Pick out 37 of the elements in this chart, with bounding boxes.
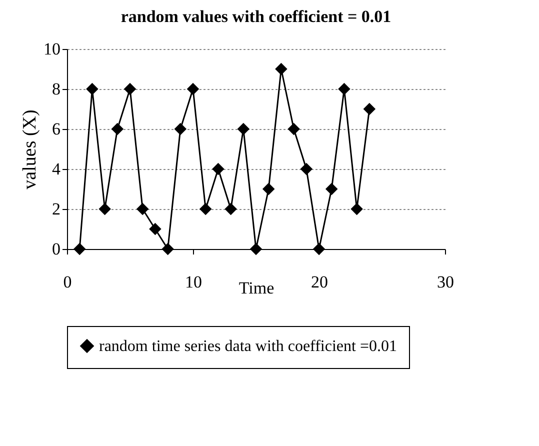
- point: [124, 82, 136, 96]
- point: [288, 122, 300, 136]
- y-tick-label: 2: [52, 200, 60, 218]
- point: [149, 222, 162, 236]
- point: [199, 202, 212, 216]
- y-axis-title: values (X): [20, 110, 40, 190]
- y-tick-label: 8: [52, 80, 60, 98]
- point: [224, 202, 237, 216]
- point: [300, 162, 313, 176]
- point: [350, 202, 363, 216]
- point: [73, 242, 86, 256]
- point: [237, 122, 250, 136]
- x-axis-title: Time: [238, 278, 274, 298]
- x-tick-label: 10: [185, 272, 202, 292]
- point: [212, 162, 224, 176]
- point: [363, 102, 376, 116]
- y-tick-label: 10: [44, 40, 60, 58]
- point: [312, 242, 326, 256]
- point: [325, 182, 338, 196]
- point: [162, 242, 174, 256]
- point: [275, 62, 288, 76]
- point: [186, 82, 200, 96]
- x-tick-label: 30: [437, 272, 454, 292]
- x-tick-label: 20: [311, 272, 328, 292]
- point: [338, 82, 350, 96]
- point: [250, 242, 262, 256]
- point: [174, 122, 187, 136]
- point: [136, 202, 149, 216]
- point: [86, 82, 98, 96]
- point: [111, 122, 124, 136]
- y-tick-label: 6: [52, 120, 60, 138]
- point: [262, 182, 275, 196]
- chart-title: random values with coefficient = 0.01: [120, 7, 392, 26]
- y-tick-label: 0: [52, 240, 60, 258]
- y-tick-label: 4: [52, 160, 61, 178]
- point: [98, 202, 111, 216]
- legend-label: random time series data with coefficient =0.01: [99, 338, 397, 355]
